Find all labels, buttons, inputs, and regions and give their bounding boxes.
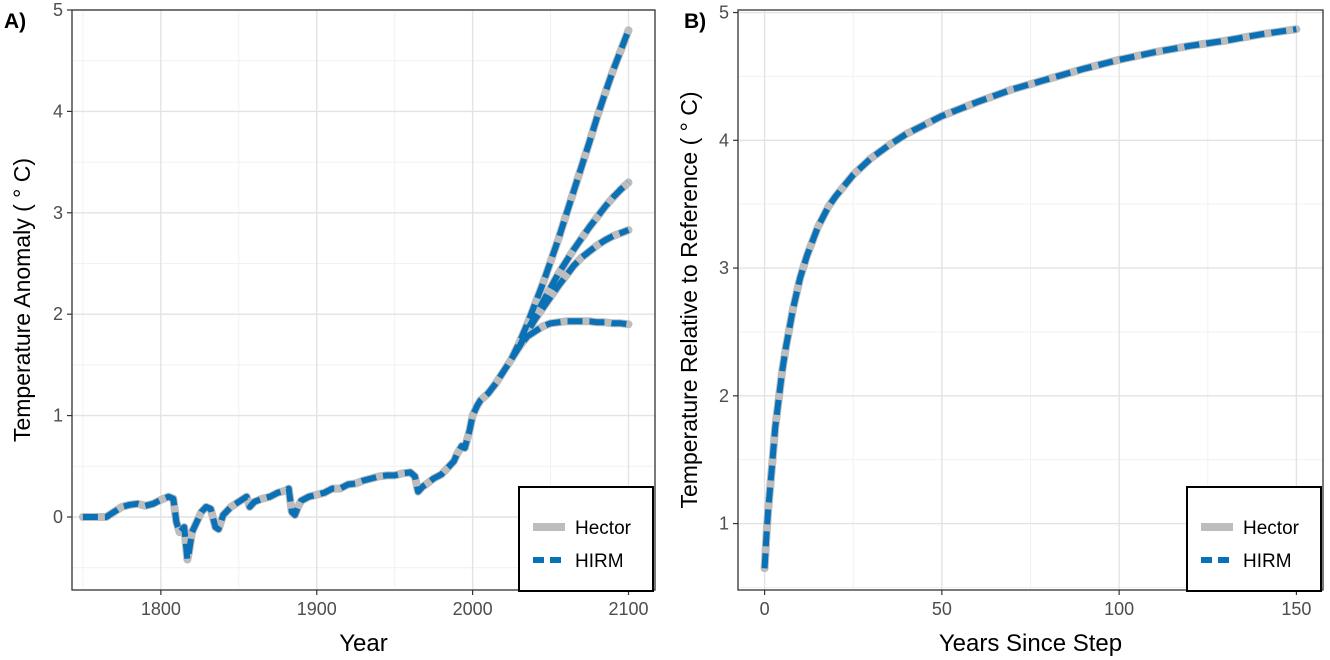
y-tick-label: 0 — [53, 507, 63, 527]
legend-label-hirm: HIRM — [575, 551, 624, 572]
series-line-hirm-5 — [508, 29, 632, 361]
panel-a: 1800 1900 2000 2100 0 1 2 3 4 5 Year Temperature An… — [4, 0, 656, 657]
series-line-hirm-1 — [761, 26, 1297, 569]
panel-b: 0 50 100 150 1 2 3 4 5 Years Since Step Temperatur… — [676, 3, 1324, 657]
legend: Hector HIRM — [1186, 486, 1322, 592]
legend: Hector HIRM — [518, 486, 654, 592]
x-axis-title: Years Since Step — [939, 630, 1122, 657]
legend-label-hector: Hector — [575, 518, 632, 539]
x-axis-title: Year — [339, 630, 388, 657]
series-line-hirm-4 — [516, 180, 631, 348]
y-axis-title: Temperature Relative to Reference ( ° C) — [676, 92, 702, 509]
x-tick-label: 1800 — [141, 599, 181, 619]
panel-label: A) — [4, 10, 26, 33]
x-tick-label: 100 — [1104, 599, 1134, 619]
legend-box — [518, 486, 654, 592]
panel-border — [737, 9, 1324, 591]
y-tick-label: 4 — [53, 101, 63, 121]
legend-label-hirm: HIRM — [1243, 551, 1292, 572]
x-tick-label: 2000 — [453, 599, 493, 619]
series-group — [760, 25, 1301, 573]
y-tick-label: 1 — [53, 406, 63, 426]
legend-label-hector: Hector — [1243, 518, 1300, 539]
y-tick-label: 5 — [53, 0, 63, 20]
y-tick-label: 3 — [53, 203, 63, 223]
series-line-hirm-1 — [82, 334, 530, 563]
legend-box — [1186, 486, 1322, 592]
series-group — [78, 26, 633, 564]
y-tick-label: 5 — [719, 3, 729, 23]
y-tick-label: 2 — [719, 386, 729, 406]
panel-border — [71, 9, 656, 591]
y-tick-label: 4 — [719, 130, 729, 150]
y-tick-label: 1 — [719, 514, 729, 534]
y-axis-title: Temperature Anomaly ( ° C) — [9, 158, 35, 442]
y-tick-label: 2 — [53, 304, 63, 324]
panel-label: B) — [684, 10, 706, 33]
x-tick-label: 150 — [1281, 599, 1311, 619]
x-tick-label: 50 — [932, 599, 952, 619]
y-tick-label: 3 — [719, 258, 729, 278]
series-line-hirm-2 — [525, 318, 629, 340]
x-tick-label: 0 — [760, 599, 770, 619]
x-tick-label: 1900 — [297, 599, 337, 619]
x-tick-label: 2100 — [608, 599, 648, 619]
